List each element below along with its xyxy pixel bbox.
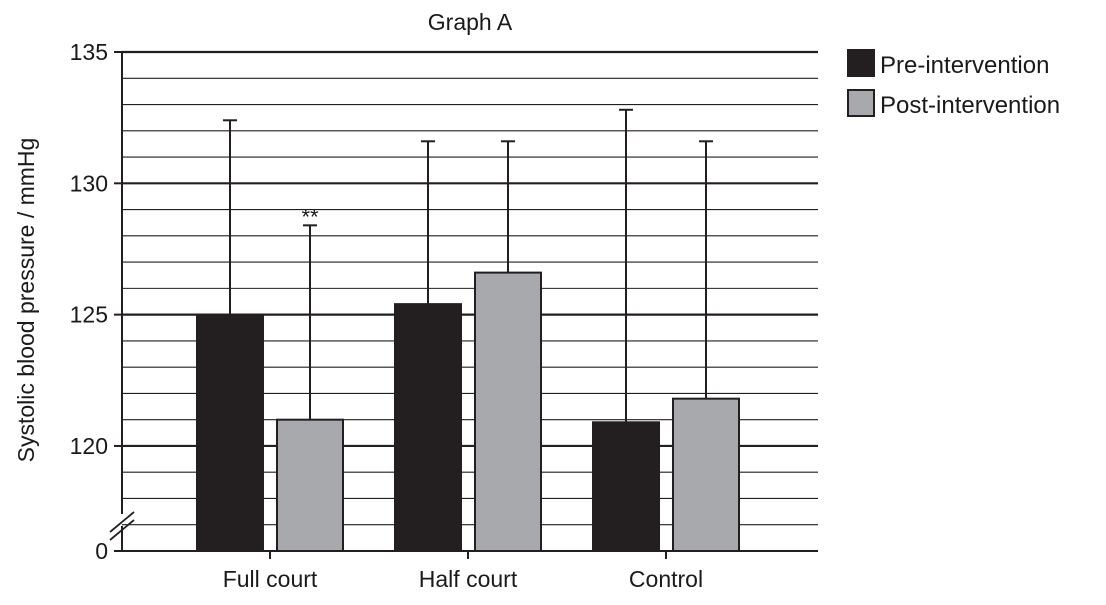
significance-marker: **: [301, 204, 319, 229]
x-tick-label: Half court: [419, 566, 518, 592]
bar: [276, 418, 344, 552]
y-tick-label: 135: [70, 39, 108, 65]
y-tick-label-zero: 0: [95, 538, 108, 564]
y-axis-label: Systolic blood pressure / mmHg: [13, 138, 39, 463]
axis-break-mark: [109, 511, 135, 533]
bar: [394, 303, 462, 552]
legend-label: Post-intervention: [880, 92, 1060, 119]
axes: [109, 51, 818, 559]
chart-title: Graph A: [428, 9, 513, 35]
x-tick-label: Control: [629, 566, 703, 592]
legend: Pre-intervention Post-intervention: [847, 49, 1060, 119]
x-tick-label: Full court: [223, 566, 318, 592]
legend-swatch: [847, 89, 875, 117]
y-tick-label: 125: [70, 302, 108, 328]
tick-labels: 120 125 130 135 0 Full court Half court Control: [70, 39, 703, 592]
error-bars: **: [223, 108, 713, 423]
axis-break-mark: [109, 519, 135, 541]
bar: [672, 397, 740, 552]
bar: [592, 421, 660, 552]
bar: [474, 271, 542, 552]
y-tick-label: 120: [70, 433, 108, 459]
y-tick-label: 130: [70, 170, 108, 196]
legend-swatch: [847, 49, 875, 77]
legend-label: Pre-intervention: [880, 52, 1049, 79]
bar: [196, 313, 264, 553]
